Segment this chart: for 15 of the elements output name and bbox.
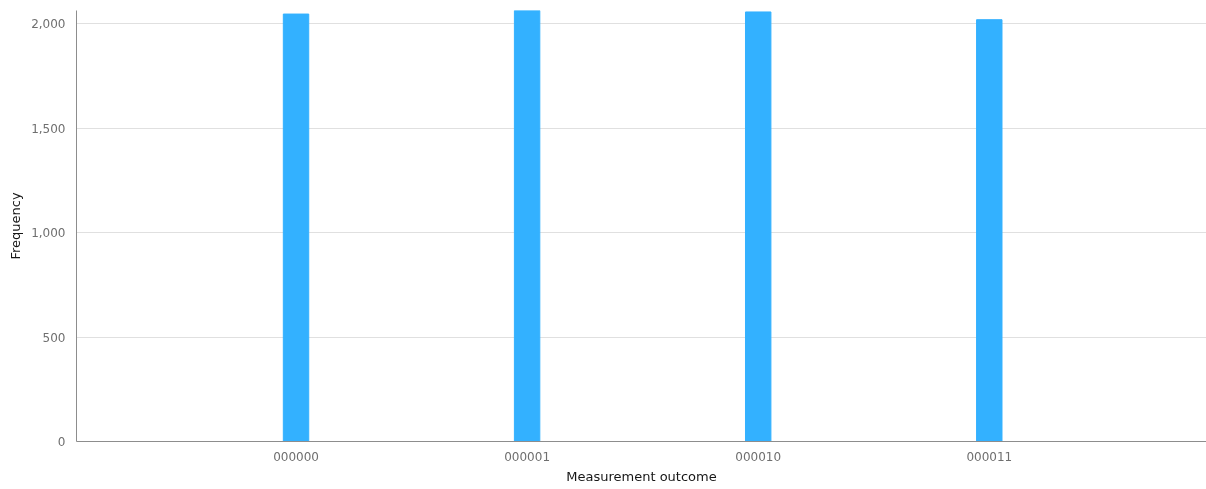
x-axis-title: Measurement outcome: [566, 468, 717, 484]
y-axis-title: Frequency: [8, 192, 24, 260]
x-tick-label: 000011: [966, 449, 1013, 464]
bar: [282, 13, 310, 442]
y-tick-label: 0: [57, 435, 66, 449]
bar: [744, 11, 772, 442]
bar: [976, 19, 1003, 442]
bar: [513, 10, 541, 442]
y-tick-label: 1,000: [31, 226, 66, 241]
x-tick-label: 000001: [504, 449, 551, 464]
x-tick-label: 000000: [273, 449, 319, 464]
x-tick-label: 000010: [735, 449, 782, 464]
y-tick-label: 500: [42, 330, 66, 345]
y-tick-label: 2,000: [31, 17, 66, 32]
y-tick-label: 1,500: [31, 121, 66, 136]
